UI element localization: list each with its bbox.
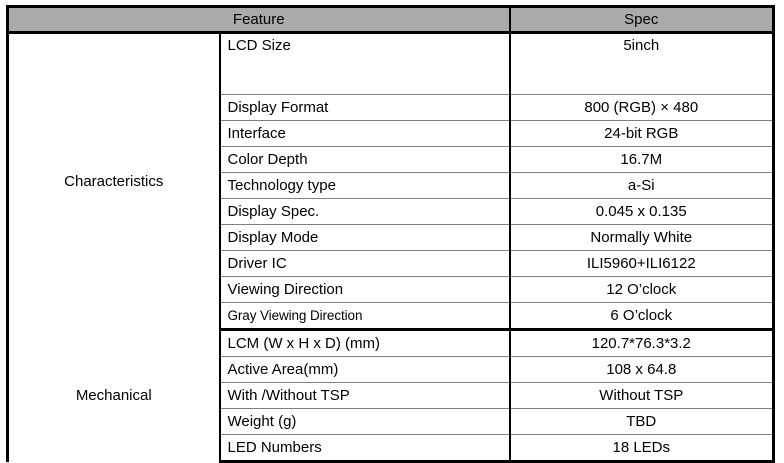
feature-name-viewing-direction: Viewing Direction <box>219 276 511 303</box>
feature-value-weight: TBD <box>509 408 776 435</box>
group-label-mechanical: Mechanical <box>6 329 221 462</box>
table-row: With /Without TSP Without TSP <box>8 382 776 409</box>
feature-name-lcm-dimensions: LCM (W x H x D) (mm) <box>219 329 511 357</box>
feature-name-active-area: Active Area(mm) <box>219 356 511 383</box>
feature-value-viewing-direction: 12 O’clock <box>509 276 776 303</box>
table-row: Technology type a-Si <box>8 172 776 199</box>
feature-value-lcm-dimensions: 120.7*76.3*3.2 <box>509 329 776 357</box>
table-row: Interface 24-bit RGB <box>8 120 776 147</box>
column-header-feature: Feature <box>5 5 511 34</box>
feature-name-technology-type: Technology type <box>219 172 511 199</box>
feature-name-driver-ic: Driver IC <box>219 250 511 277</box>
table-header: Feature Spec <box>5 5 776 34</box>
feature-value-display-format: 800 (RGB) × 480 <box>509 94 776 121</box>
table-row: Display Spec. 0.045 x 0.135 <box>8 198 776 225</box>
feature-value-display-spec: 0.045 x 0.135 <box>509 198 776 225</box>
table-row: Color Depth 16.7M <box>8 146 776 173</box>
table-row: Display Mode Normally White <box>8 224 776 251</box>
column-header-spec: Spec <box>509 5 776 34</box>
specification-table: Feature Spec Characteristics LCD Size 5i… <box>5 5 776 463</box>
table-row: Driver IC ILI5960+ILI6122 <box>8 250 776 277</box>
feature-name-with-without-tsp: With /Without TSP <box>219 382 511 409</box>
table-body: Characteristics LCD Size 5inch Display F… <box>6 32 776 463</box>
table-row: Viewing Direction 12 O’clock <box>8 276 776 303</box>
feature-value-interface: 24-bit RGB <box>509 120 776 147</box>
feature-name-lcd-size: LCD Size <box>219 32 511 95</box>
feature-name-color-depth: Color Depth <box>219 146 511 173</box>
feature-value-lcd-size: 5inch <box>509 32 776 95</box>
feature-value-driver-ic: ILI5960+ILI6122 <box>509 250 776 277</box>
feature-name-gray-viewing-direction: Gray Viewing Direction <box>219 302 511 331</box>
feature-name-led-numbers: LED Numbers <box>219 434 511 463</box>
feature-name-display-spec: Display Spec. <box>219 198 511 225</box>
feature-name-display-mode: Display Mode <box>219 224 511 251</box>
feature-value-technology-type: a-Si <box>509 172 776 199</box>
header-row: Feature Spec <box>5 5 776 34</box>
feature-name-weight: Weight (g) <box>219 408 511 435</box>
feature-name-interface: Interface <box>219 120 511 147</box>
feature-value-active-area: 108 x 64.8 <box>509 356 776 383</box>
feature-value-display-mode: Normally White <box>509 224 776 251</box>
table-row: Mechanical LCM (W x H x D) (mm) 120.7*76… <box>6 329 776 462</box>
feature-value-with-without-tsp: Without TSP <box>509 382 776 409</box>
feature-name-display-format: Display Format <box>219 94 511 121</box>
table-row: Display Format 800 (RGB) × 480 <box>8 94 776 121</box>
group-label-characteristics: Characteristics <box>6 32 221 330</box>
table-row: Active Area(mm) 108 x 64.8 <box>8 356 776 383</box>
table-row: Characteristics LCD Size 5inch <box>6 32 776 330</box>
feature-value-color-depth: 16.7M <box>509 146 776 173</box>
table-row: Gray Viewing Direction 6 O’clock <box>8 302 776 331</box>
feature-value-gray-viewing-direction: 6 O’clock <box>509 302 776 331</box>
feature-value-led-numbers: 18 LEDs <box>509 434 776 463</box>
table-row: Weight (g) TBD <box>8 408 776 435</box>
